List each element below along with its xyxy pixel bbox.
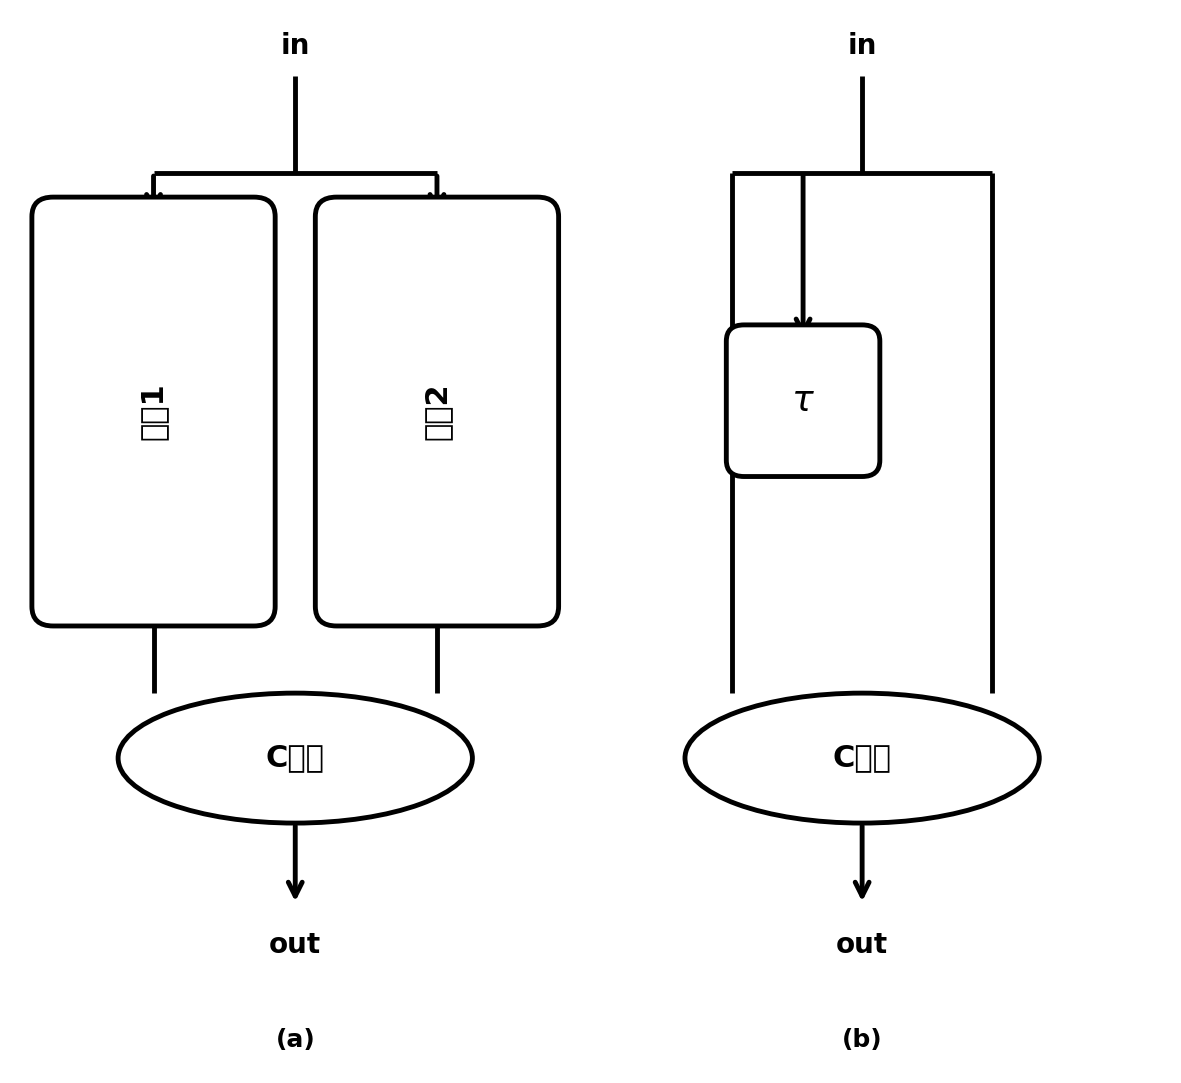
Text: in: in (848, 31, 876, 60)
Text: C单元: C单元 (833, 744, 892, 772)
Text: τ: τ (792, 383, 814, 418)
Text: in: in (281, 31, 309, 60)
Text: out: out (269, 931, 321, 960)
Ellipse shape (118, 693, 472, 823)
Text: 副本1: 副本1 (139, 382, 168, 441)
FancyBboxPatch shape (726, 325, 880, 477)
Text: (b): (b) (842, 1028, 882, 1052)
FancyBboxPatch shape (32, 197, 275, 626)
Text: out: out (836, 931, 888, 960)
Text: 副本2: 副本2 (423, 382, 451, 441)
Text: C单元: C单元 (266, 744, 325, 772)
Text: (a): (a) (275, 1028, 315, 1052)
Ellipse shape (685, 693, 1039, 823)
FancyBboxPatch shape (315, 197, 559, 626)
